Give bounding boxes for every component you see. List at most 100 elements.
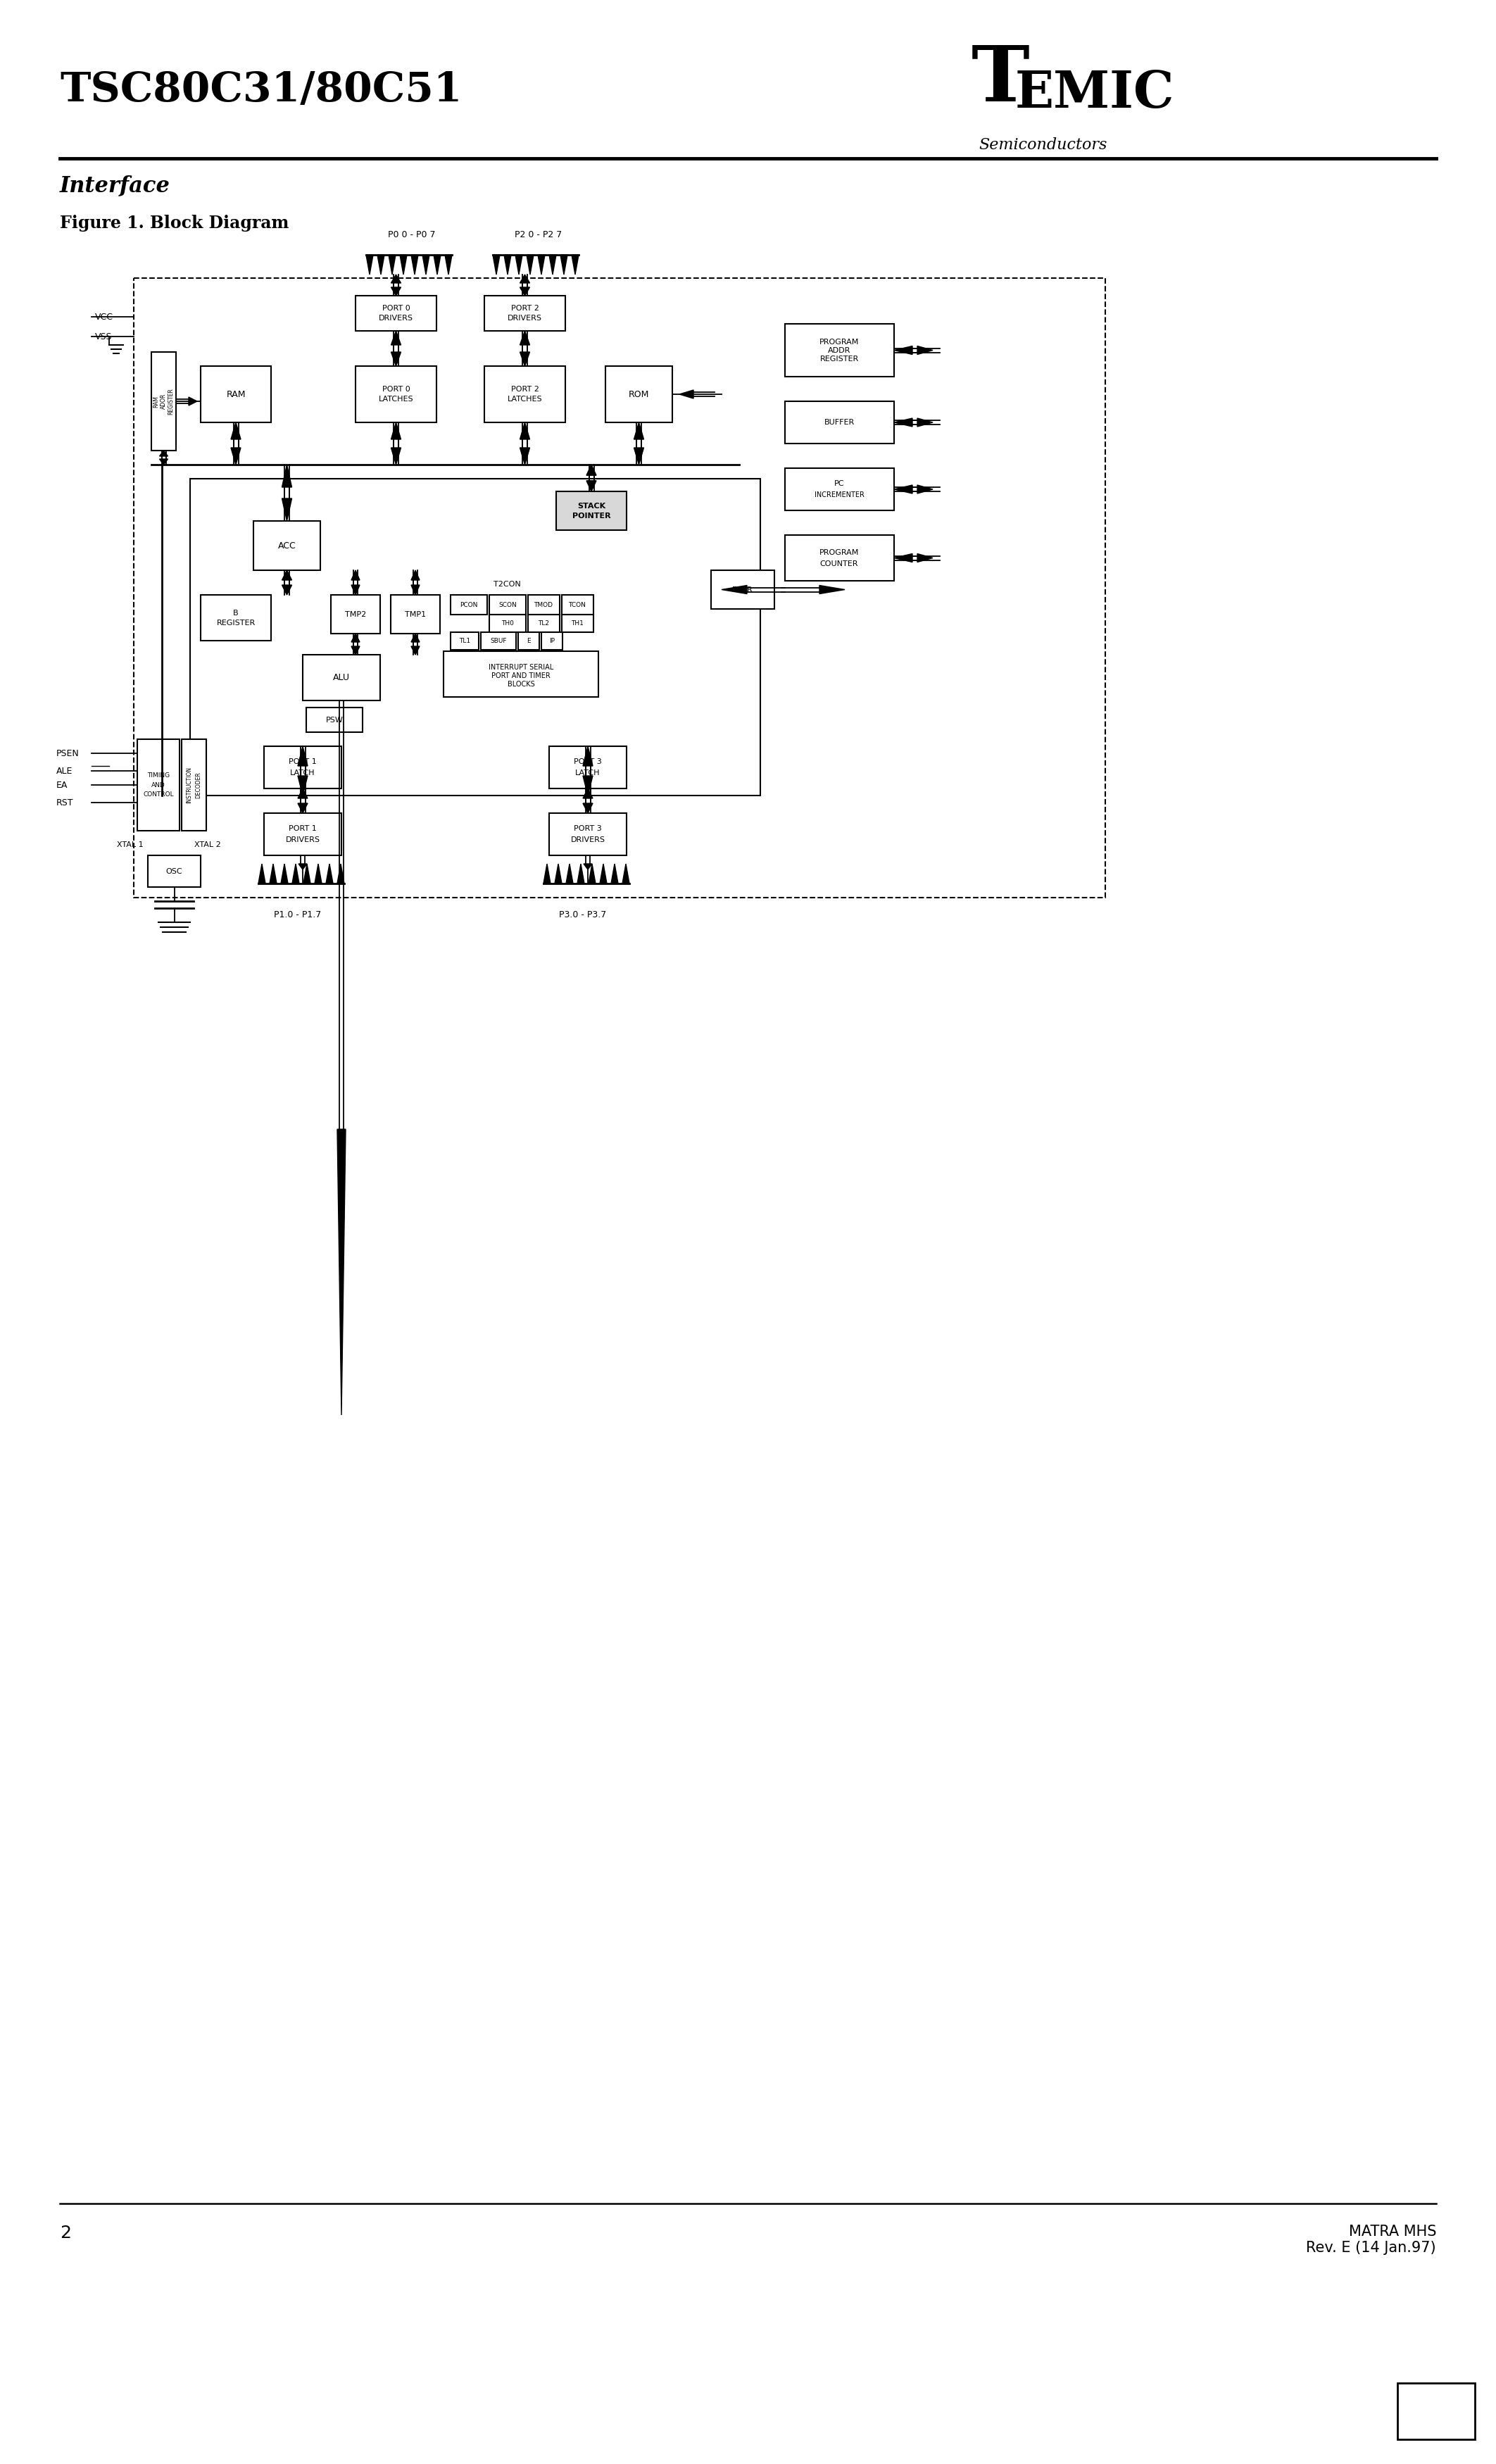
Polygon shape [549, 254, 557, 274]
Polygon shape [434, 254, 441, 274]
Polygon shape [555, 865, 562, 885]
Bar [138, 739, 180, 830]
Polygon shape [411, 646, 419, 655]
Polygon shape [352, 633, 359, 643]
Polygon shape [577, 865, 585, 885]
Polygon shape [622, 865, 630, 885]
Text: PORT AND TIMER: PORT AND TIMER [492, 673, 551, 680]
Polygon shape [521, 421, 530, 439]
Text: PORT 3: PORT 3 [574, 759, 601, 766]
Text: TMP2: TMP2 [346, 611, 367, 618]
Polygon shape [389, 254, 395, 274]
Text: Figure 1. Block Diagram: Figure 1. Block Diagram [60, 214, 289, 232]
Polygon shape [583, 788, 592, 798]
Polygon shape [298, 747, 308, 766]
Polygon shape [390, 288, 401, 296]
Polygon shape [292, 865, 299, 885]
Text: ALU: ALU [334, 673, 350, 683]
Text: INCREMENTER: INCREMENTER [814, 490, 865, 498]
Text: TH1: TH1 [571, 621, 583, 626]
Polygon shape [230, 448, 241, 466]
Text: PORT 1: PORT 1 [289, 759, 317, 766]
Bar [528, 594, 560, 614]
Text: STACK: STACK [577, 503, 606, 510]
Text: LATCH: LATCH [576, 769, 600, 776]
Bar [785, 323, 895, 377]
Polygon shape [917, 419, 934, 426]
Polygon shape [390, 274, 401, 283]
Text: TH0: TH0 [501, 621, 515, 626]
Polygon shape [337, 865, 344, 885]
Polygon shape [377, 254, 384, 274]
Polygon shape [521, 274, 530, 283]
Text: SCON: SCON [498, 601, 516, 609]
Text: ADDR: ADDR [827, 347, 851, 355]
Polygon shape [571, 254, 579, 274]
Polygon shape [917, 485, 934, 493]
Polygon shape [281, 569, 292, 579]
Polygon shape [539, 254, 545, 274]
Bar [518, 633, 539, 650]
Text: PORT 2: PORT 2 [510, 387, 539, 392]
Text: B: B [233, 609, 238, 616]
Polygon shape [259, 865, 265, 885]
Bar [785, 402, 895, 444]
Polygon shape [281, 466, 292, 488]
Polygon shape [583, 865, 592, 870]
Polygon shape [583, 747, 592, 766]
Polygon shape [895, 485, 913, 493]
Text: IP: IP [549, 638, 555, 643]
Polygon shape [299, 865, 307, 870]
Polygon shape [634, 448, 643, 466]
Text: MATRA MHS
Rev. E (14 Jan.97): MATRA MHS Rev. E (14 Jan.97) [1306, 2225, 1436, 2255]
Text: DRIVERS: DRIVERS [378, 315, 413, 323]
Polygon shape [521, 448, 530, 466]
Bar [302, 655, 380, 700]
Polygon shape [521, 352, 530, 367]
Bar [549, 747, 627, 788]
Polygon shape [600, 865, 607, 885]
Polygon shape [565, 865, 573, 885]
Polygon shape [515, 254, 522, 274]
Bar [785, 468, 895, 510]
Text: INTERRUPT SERIAL: INTERRUPT SERIAL [489, 663, 554, 670]
Text: EA: EA [57, 781, 67, 788]
Polygon shape [352, 646, 359, 655]
Text: POINTER: POINTER [571, 513, 610, 520]
Text: ACC: ACC [278, 542, 296, 549]
Text: E: E [527, 638, 531, 643]
Bar [711, 569, 775, 609]
Bar [148, 855, 200, 887]
Polygon shape [326, 865, 334, 885]
Bar [480, 633, 516, 650]
Bar [1397, 2383, 1475, 2439]
Bar [356, 367, 437, 421]
Bar [263, 813, 341, 855]
Text: XTAL 1: XTAL 1 [117, 840, 144, 848]
Polygon shape [390, 330, 401, 345]
Text: P0 0 - P0 7: P0 0 - P0 7 [387, 229, 435, 239]
Polygon shape [367, 254, 373, 274]
Polygon shape [521, 288, 530, 296]
Text: RAM: RAM [226, 389, 245, 399]
Bar [785, 535, 895, 582]
Text: LATCH: LATCH [290, 769, 316, 776]
Bar [443, 650, 598, 697]
Polygon shape [917, 554, 934, 562]
Polygon shape [634, 421, 643, 439]
Text: VCC: VCC [96, 313, 114, 320]
Text: RAM
ADOR
REGISTER: RAM ADOR REGISTER [153, 387, 174, 414]
Text: PORT 1: PORT 1 [289, 825, 317, 833]
Text: COUNTER: COUNTER [820, 559, 859, 567]
Polygon shape [281, 584, 292, 594]
Bar [562, 594, 594, 614]
Polygon shape [314, 865, 322, 885]
Bar [606, 367, 672, 421]
Text: TCON: TCON [568, 601, 586, 609]
Polygon shape [298, 788, 308, 798]
Text: REGISTER: REGISTER [217, 618, 256, 626]
Polygon shape [390, 421, 401, 439]
Polygon shape [895, 554, 913, 562]
Polygon shape [527, 254, 534, 274]
Text: TMOD: TMOD [534, 601, 554, 609]
